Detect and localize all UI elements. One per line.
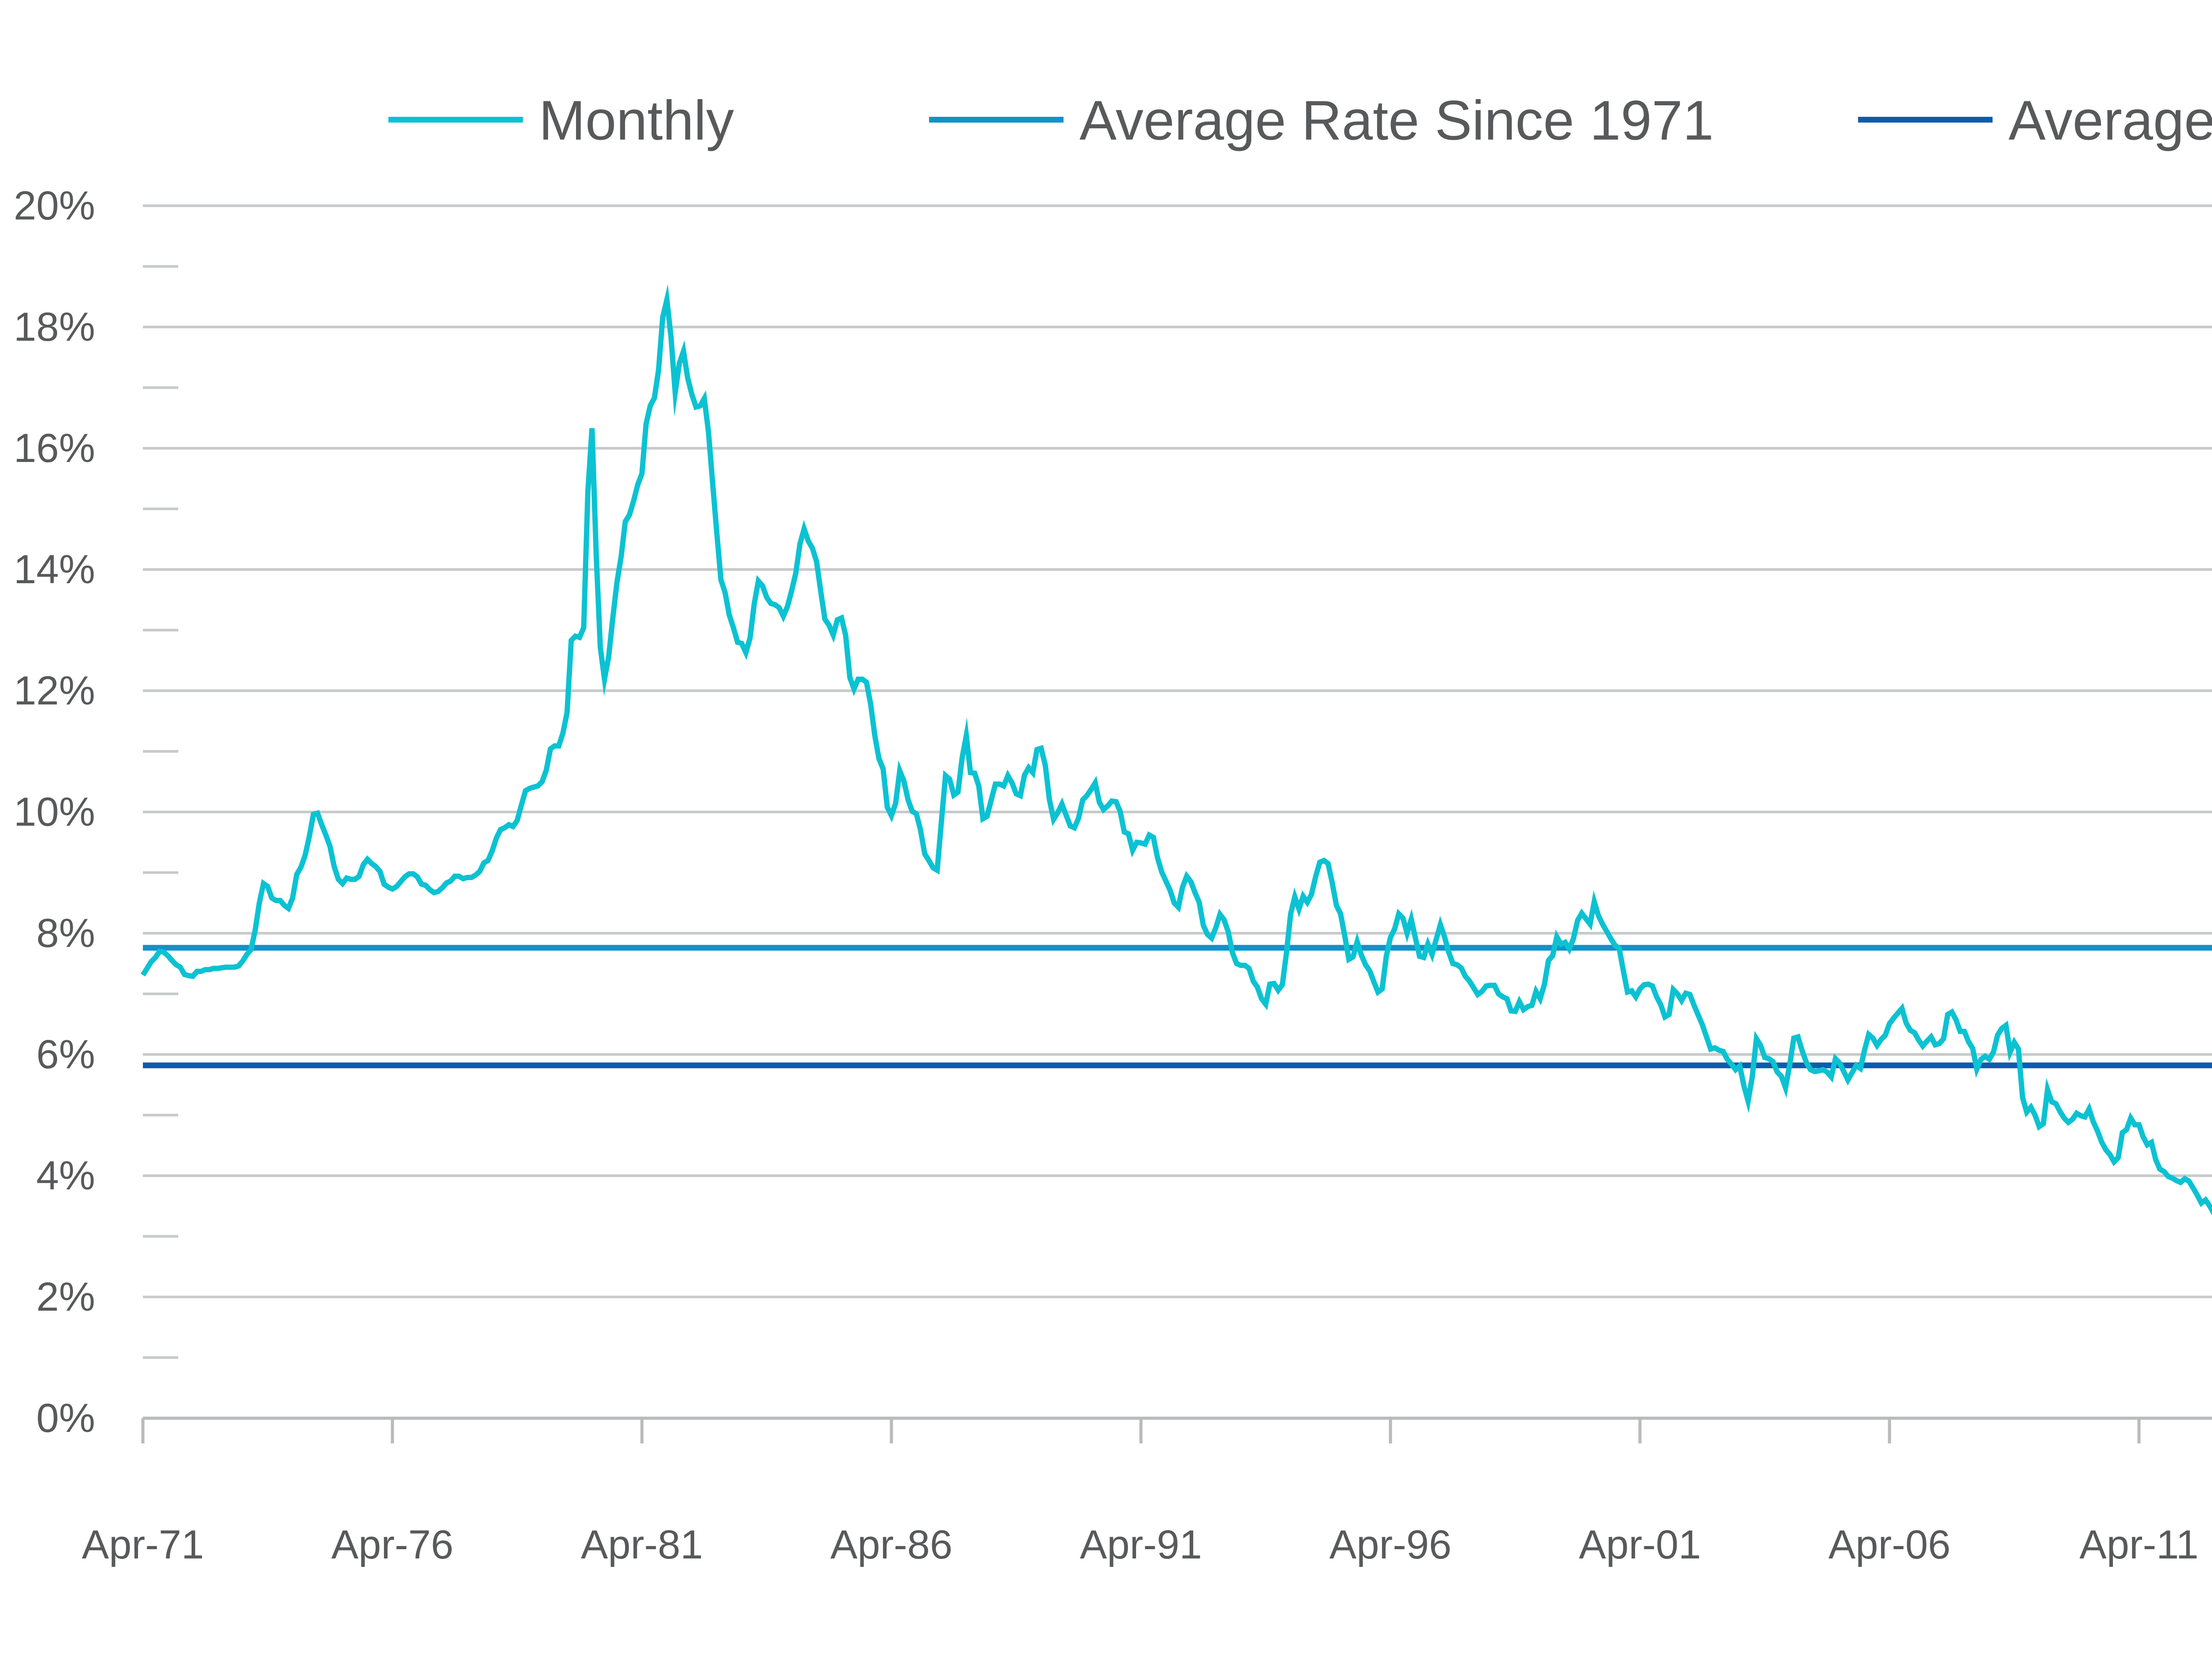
legend: Monthly Average Rate Since 1971 Average … bbox=[388, 89, 2212, 152]
legend-label-average-rate-since-1991: Average Rate Since 1991 bbox=[2008, 89, 2212, 152]
y-axis-labels: 0% 2% 4% 6% 8% 10% 12% 14% 16% 18% 20% bbox=[14, 183, 95, 1441]
y-tick-label: 16% bbox=[14, 426, 95, 471]
x-tick-label: Apr-01 bbox=[1579, 1522, 1701, 1567]
x-tick-label: Apr-81 bbox=[581, 1522, 703, 1567]
y-tick-label: 18% bbox=[14, 304, 95, 350]
legend-swatch-average-rate-since-1971 bbox=[929, 117, 1064, 123]
x-tick-label: Apr-86 bbox=[830, 1522, 952, 1567]
x-tick-label: Apr-76 bbox=[331, 1522, 453, 1567]
monthly-rate-line bbox=[140, 284, 2212, 1216]
legend-label-monthly: Monthly bbox=[539, 89, 734, 152]
legend-swatch-average-rate-since-1991 bbox=[1858, 117, 1993, 123]
x-axis: Apr-71 Apr-76 Apr-81 Apr-86 Apr-91 Apr-96 Apr-… bbox=[82, 1418, 2199, 1567]
legend-swatch-monthly bbox=[388, 117, 523, 123]
y-tick-label: 12% bbox=[14, 668, 95, 713]
y-tick-label: 10% bbox=[14, 789, 95, 835]
gridlines bbox=[143, 204, 2212, 1420]
x-tick-label: Apr-06 bbox=[1828, 1522, 1951, 1567]
series-lines bbox=[140, 284, 2212, 1216]
x-tick-label: Apr-96 bbox=[1329, 1522, 1452, 1567]
x-tick-label: Apr-91 bbox=[1080, 1522, 1202, 1567]
y-tick-label: 2% bbox=[36, 1274, 95, 1320]
y-tick-label: 14% bbox=[14, 547, 95, 592]
y-tick-label: 0% bbox=[36, 1396, 95, 1441]
legend-label-average-rate-since-1971: Average Rate Since 1971 bbox=[1079, 89, 1714, 152]
y-tick-label: 6% bbox=[36, 1032, 95, 1077]
x-tick-label: Apr-71 bbox=[82, 1522, 204, 1567]
x-tick-label: Apr-11 bbox=[2079, 1522, 2198, 1567]
y-tick-label: 8% bbox=[36, 911, 95, 956]
y-tick-label: 20% bbox=[14, 183, 95, 228]
y-tick-label: 4% bbox=[36, 1153, 95, 1198]
